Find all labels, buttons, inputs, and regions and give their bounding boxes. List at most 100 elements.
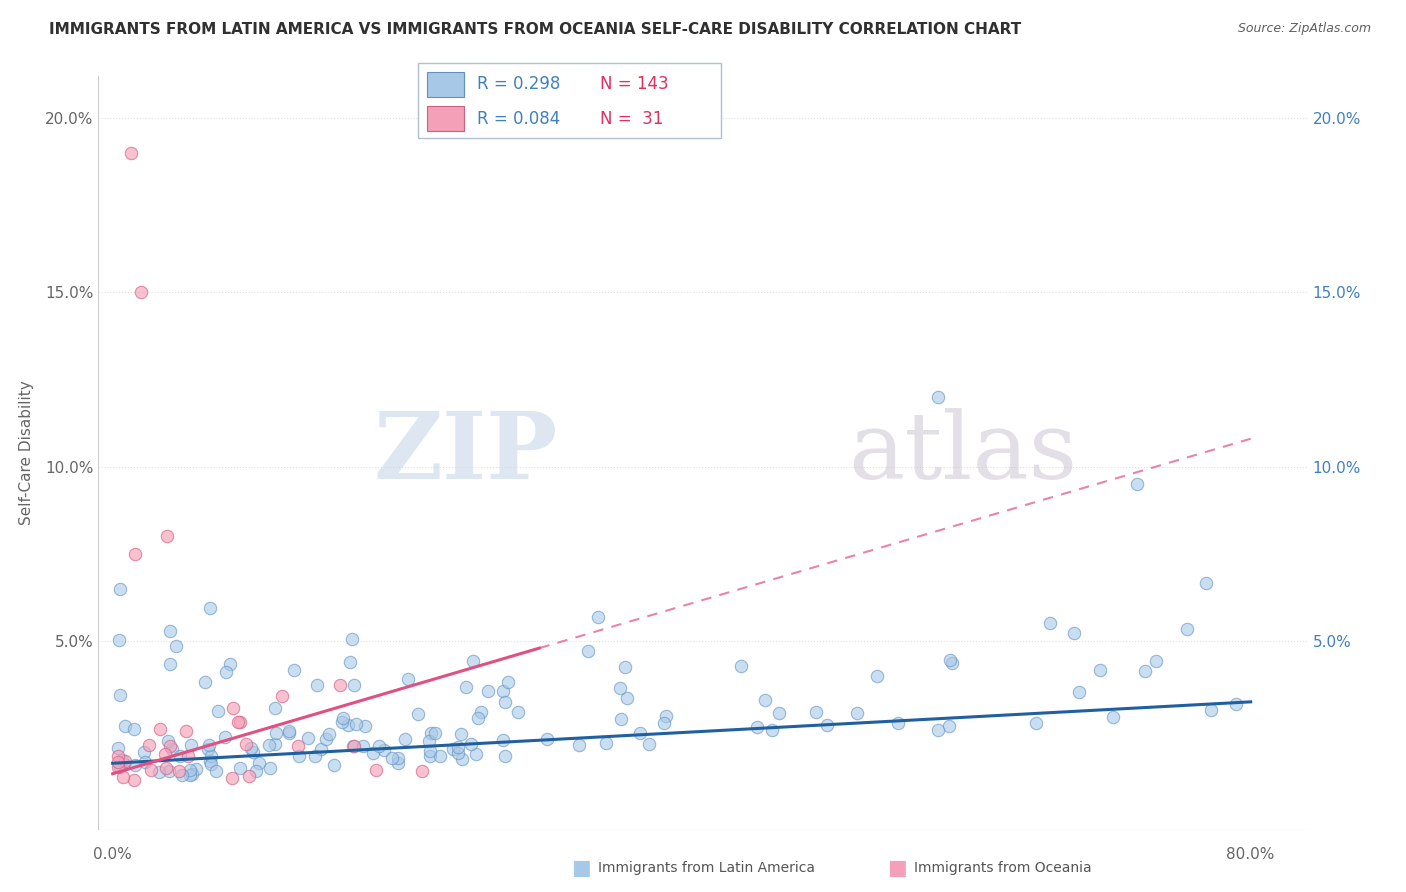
Point [159,657,181,671]
Point [568,738,591,752]
Point [1225,698,1247,712]
Text: Immigrants from Oceania: Immigrants from Oceania [914,861,1091,875]
Point [768,706,790,720]
Point [287,748,309,763]
Point [655,709,678,723]
Point [108,633,131,648]
Point [406,706,429,721]
Point [420,725,443,739]
Point [447,746,470,760]
Point [419,744,441,758]
Point [229,761,252,775]
Point [454,680,477,694]
Point [396,673,419,687]
Point [304,749,326,764]
Point [730,659,752,673]
Point [337,717,360,731]
Point [159,739,181,753]
Point [200,756,222,771]
Point [361,746,384,760]
Point [343,739,366,753]
Point [180,738,202,752]
Point [177,749,200,764]
Point [494,749,516,764]
FancyBboxPatch shape [418,63,721,137]
Point [1144,654,1167,668]
Point [193,674,215,689]
Point [307,678,329,692]
Point [165,639,187,653]
Point [1102,710,1125,724]
Point [1025,716,1047,731]
Point [122,722,145,736]
Point [536,732,558,747]
Text: 0.0%: 0.0% [93,847,132,862]
Point [259,761,281,775]
Point [235,737,257,751]
Point [283,663,305,677]
Point [352,739,374,753]
Point [277,726,299,740]
Point [159,624,181,639]
Point [148,765,170,780]
Point [139,763,162,777]
Point [180,767,202,781]
Point [866,669,889,683]
Point [491,684,513,698]
Point [198,755,221,769]
Point [174,723,197,738]
Point [1199,703,1222,717]
Point [114,719,136,733]
Point [114,754,136,768]
Point [373,743,395,757]
Point [179,763,201,777]
Point [249,756,271,771]
Point [198,601,221,615]
Point [1088,663,1111,677]
Point [418,734,440,748]
Point [221,771,243,785]
Point [367,739,389,753]
Point [754,693,776,707]
Text: N = 143: N = 143 [600,76,669,94]
Point [214,730,236,744]
Point [381,750,404,764]
Point [245,764,267,779]
Point [266,725,288,739]
Point [353,719,375,733]
Text: atlas: atlas [848,408,1077,498]
Text: ■: ■ [571,858,591,878]
Point [394,732,416,747]
Point [506,705,529,719]
Text: R = 0.084: R = 0.084 [477,110,560,128]
Point [322,758,344,772]
Point [1039,615,1062,630]
Point [124,547,146,561]
Point [1195,576,1218,591]
Point [229,714,252,729]
Text: ■: ■ [887,858,907,878]
Point [745,720,768,734]
Point [179,767,201,781]
Point [108,688,131,702]
Point [318,727,340,741]
Point [491,732,513,747]
Point [107,741,129,756]
Point [198,738,221,752]
Text: Immigrants from Latin America: Immigrants from Latin America [598,861,814,875]
Point [264,737,287,751]
Point [343,677,366,691]
Point [1175,622,1198,636]
Point [423,726,446,740]
Point [309,741,332,756]
Point [637,737,659,751]
Point [112,757,135,772]
Point [264,701,287,715]
Point [496,674,519,689]
Point [586,610,609,624]
Point [494,695,516,709]
Point [464,747,486,761]
Point [204,764,226,779]
Point [184,762,207,776]
Text: IMMIGRANTS FROM LATIN AMERICA VS IMMIGRANTS FROM OCEANIA SELF-CARE DISABILITY CO: IMMIGRANTS FROM LATIN AMERICA VS IMMIGRA… [49,22,1022,37]
